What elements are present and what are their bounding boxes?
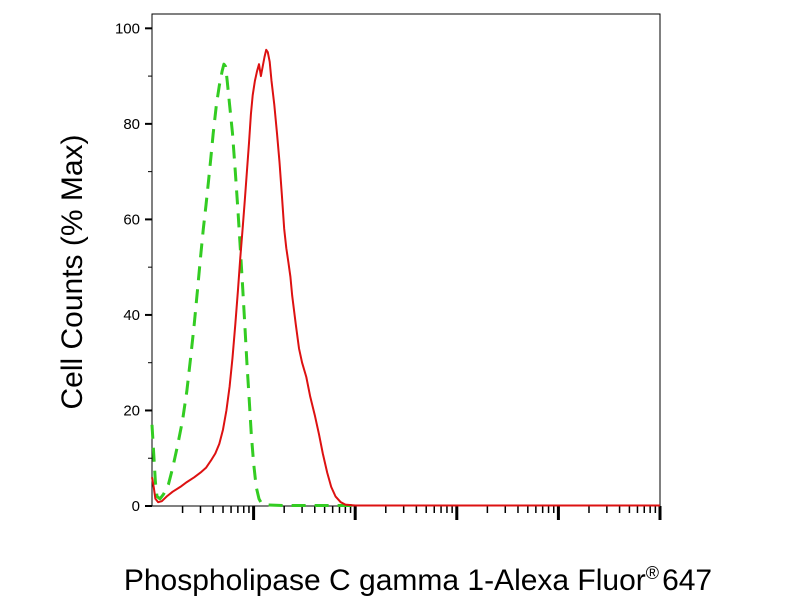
y-tick-label: 80	[123, 116, 140, 133]
y-tick-label: 40	[123, 307, 140, 324]
series-line-solid	[151, 48, 660, 507]
y-tick-label: 0	[132, 498, 140, 515]
y-axis: 0 20 40 60 80 100	[115, 20, 152, 515]
y-tick-label: 60	[123, 211, 140, 228]
x-axis-title-superscript: ®	[646, 563, 659, 583]
y-tick-label: 20	[123, 402, 140, 419]
series-layer	[150, 48, 660, 507]
y-axis-title: Cell Counts (% Max)	[56, 134, 89, 409]
x-axis-title-main: Phospholipase C gamma 1-Alexa Fluor	[124, 564, 646, 597]
x-axis-title: Phospholipase C gamma 1-Alexa Fluor® 647	[124, 563, 712, 597]
series-line-dashed	[150, 62, 356, 507]
x-axis	[181, 506, 662, 520]
y-tick-label: 100	[115, 20, 140, 37]
x-axis-title-suffix: 647	[662, 564, 712, 597]
